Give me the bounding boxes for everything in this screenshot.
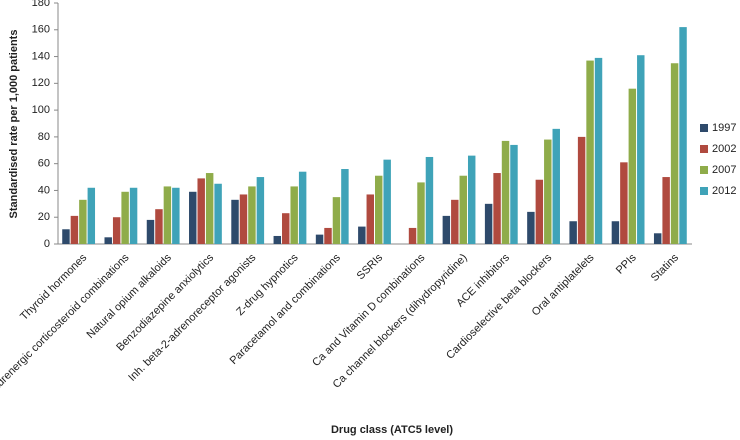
bar <box>214 183 222 244</box>
bar <box>62 229 70 244</box>
y-tick-label: 180 <box>32 0 50 9</box>
bar <box>87 187 96 244</box>
bar <box>112 217 121 244</box>
bar <box>527 211 535 244</box>
bar <box>425 156 434 244</box>
bar <box>552 128 560 244</box>
x-axis-title: Drug class (ATC5 level) <box>331 424 453 436</box>
bar <box>620 162 628 244</box>
bar <box>408 227 417 244</box>
bar <box>298 171 307 244</box>
x-tick-label: SSRIs <box>355 251 386 282</box>
bar <box>594 57 603 245</box>
bar <box>104 237 112 244</box>
bar <box>535 179 544 244</box>
bar <box>189 191 197 244</box>
bar <box>129 187 138 244</box>
y-tick-label: 160 <box>32 24 50 36</box>
bar <box>484 203 493 244</box>
bar <box>501 140 510 244</box>
bar <box>679 27 687 244</box>
bar <box>341 169 349 244</box>
legend-swatch <box>700 124 708 132</box>
bar <box>653 233 662 244</box>
bar <box>273 235 282 244</box>
bar <box>121 191 129 244</box>
bar <box>383 159 391 244</box>
legend-swatch <box>700 166 708 174</box>
y-tick-label: 100 <box>32 104 50 116</box>
legend-label: 2007 <box>712 164 736 176</box>
bar <box>569 221 577 244</box>
bar <box>197 178 205 244</box>
bar <box>544 139 552 244</box>
bar <box>510 144 518 244</box>
bar <box>79 199 87 244</box>
bar <box>493 173 501 244</box>
bar <box>442 215 451 244</box>
bar <box>248 186 256 244</box>
bar <box>577 136 586 244</box>
bar <box>282 213 290 244</box>
legend-label: 2002 <box>712 143 736 155</box>
bar <box>172 187 180 244</box>
bar <box>459 175 467 244</box>
bar <box>662 177 670 244</box>
bar <box>231 199 239 244</box>
bar <box>375 175 383 244</box>
y-tick-label: 0 <box>44 238 50 250</box>
bar <box>332 197 341 244</box>
bar <box>628 88 637 244</box>
x-tick-label: Natural opium alkaloids <box>85 251 175 341</box>
bar <box>205 173 214 244</box>
y-axis-title: Standardised rate per 1,000 patients <box>8 30 20 219</box>
bar <box>239 194 248 244</box>
x-tick-label: Statins <box>649 251 682 284</box>
legend-swatch <box>700 145 708 153</box>
legend-label: 1997 <box>712 122 736 134</box>
bar <box>324 227 332 244</box>
y-tick-label: 60 <box>38 158 50 170</box>
y-tick-label: 140 <box>32 50 50 62</box>
bar <box>417 182 425 244</box>
bar <box>637 55 645 244</box>
bar <box>366 194 374 244</box>
bar <box>256 177 265 244</box>
bar <box>358 226 366 244</box>
bar <box>611 221 620 244</box>
bar <box>290 186 298 244</box>
bar <box>70 215 79 244</box>
bar <box>670 63 679 244</box>
y-tick-label: 80 <box>38 131 50 143</box>
y-tick-label: 40 <box>38 184 50 196</box>
bar <box>586 60 594 245</box>
y-tick-label: 120 <box>32 77 50 89</box>
bar <box>315 234 324 244</box>
y-tick-label: 20 <box>38 211 50 223</box>
bar <box>146 219 155 244</box>
bar <box>467 155 476 244</box>
x-tick-label: PPIs <box>614 251 639 276</box>
bar <box>155 209 163 244</box>
bar <box>163 186 172 244</box>
bar <box>451 199 459 244</box>
legend-label: 2012 <box>712 185 736 197</box>
legend-swatch <box>700 187 708 195</box>
